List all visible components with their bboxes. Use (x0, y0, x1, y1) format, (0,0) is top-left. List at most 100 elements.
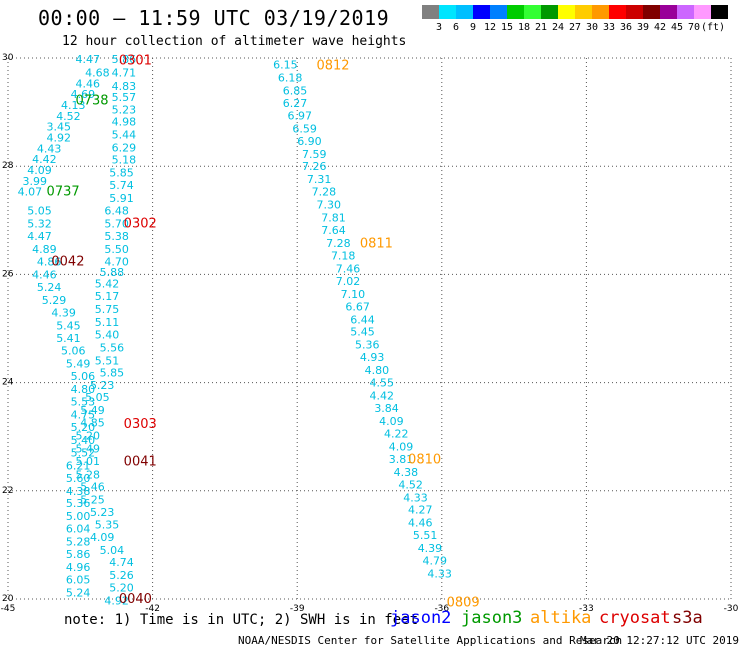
wave-height-value: 7.18 (331, 249, 356, 262)
wave-height-value: 6.48 (104, 205, 128, 218)
wave-height-value: 5.74 (109, 179, 134, 192)
pass-time-label: 0303 (124, 417, 157, 432)
wave-height-value: 5.05 (27, 205, 51, 218)
wave-height-value: 5.49 (75, 443, 100, 456)
wave-height-value: 5.40 (71, 434, 96, 447)
color-swatch (524, 5, 541, 19)
color-swatch (473, 5, 490, 19)
wave-height-value: 6.15 (273, 58, 298, 71)
wave-height-value: 6.44 (350, 313, 375, 326)
pass-time-label: 0738 (75, 94, 108, 109)
wave-height-value: 4.68 (85, 67, 110, 80)
wave-height-value: 4.39 (51, 306, 76, 319)
wave-height-value: 7.64 (321, 224, 346, 237)
color-swatch (541, 5, 558, 19)
wave-height-value: 5.26 (109, 569, 134, 582)
pass-time-label: 0042 (51, 254, 84, 269)
color-scale-label: (ft) (701, 22, 726, 33)
wave-height-value: 6.21 (66, 459, 91, 472)
wave-height-value: 5.44 (112, 128, 137, 141)
y-tick-label: 22 (2, 486, 13, 496)
x-tick-label: -33 (579, 604, 594, 614)
wave-height-value: 4.47 (75, 53, 100, 66)
color-swatch (626, 5, 643, 19)
pass-time-label: 0809 (447, 596, 480, 611)
x-tick-label: -30 (724, 604, 739, 614)
x-tick-label: -45 (1, 604, 16, 614)
wave-height-value: 4.38 (66, 485, 91, 498)
wave-height-value: 5.50 (104, 243, 128, 256)
wave-height-value: 5.17 (95, 290, 120, 303)
wave-height-value: 3.81 (389, 453, 414, 466)
color-scale-label: 9 (469, 22, 477, 33)
wave-height-value: 5.35 (95, 518, 120, 531)
wave-height-value: 4.09 (379, 415, 404, 428)
color-scale-label: 6 (452, 22, 460, 33)
wave-height-value: 3.84 (374, 402, 399, 415)
wave-height-value: 5.49 (80, 404, 105, 417)
wave-height-value: 4.71 (112, 67, 137, 80)
wave-height-value: 4.07 (18, 186, 43, 199)
y-tick-label: 28 (2, 161, 14, 171)
wave-height-value: 4.89 (32, 243, 57, 256)
wave-height-value: 5.45 (56, 319, 80, 332)
wave-height-value: 4.33 (427, 568, 452, 581)
color-scale-label: 18 (517, 22, 531, 33)
wave-height-value: 4.93 (360, 351, 385, 364)
pass-time-label: 0302 (124, 216, 157, 231)
wave-height-value: 4.42 (32, 153, 57, 166)
color-scale-label: 36 (619, 22, 633, 33)
wave-height-value: 5.05 (85, 391, 110, 404)
wave-height-value: 5.23 (90, 379, 115, 392)
wave-height-value: 4.55 (370, 377, 395, 390)
wave-height-value: 7.10 (341, 288, 366, 301)
color-scale-label: 42 (653, 22, 667, 33)
wave-height-value: 5.46 (80, 480, 105, 493)
pass-time-label: 0811 (360, 236, 393, 251)
color-swatch (422, 5, 439, 19)
color-swatch (694, 5, 711, 19)
color-swatch (507, 5, 524, 19)
wave-height-value: 3.99 (22, 175, 47, 188)
wave-height-value: 4.09 (27, 164, 51, 177)
pass-time-label: 0812 (316, 58, 349, 73)
wave-height-value: 5.45 (350, 326, 375, 339)
wave-height-value: 4.22 (384, 427, 409, 440)
wave-height-value: 5.70 (104, 218, 128, 231)
wave-height-value: 5.23 (90, 506, 115, 519)
color-swatch (609, 5, 626, 19)
wave-height-value: 4.96 (66, 561, 91, 574)
wave-height-value: 4.33 (403, 491, 428, 504)
wave-height-value: 6.59 (292, 122, 317, 135)
wave-height-value: 4.85 (80, 417, 105, 430)
wave-height-value: 5.06 (71, 370, 96, 383)
wave-height-value: 6.67 (345, 300, 370, 313)
wave-height-value: 5.24 (66, 587, 91, 600)
wave-height-value: 4.52 (398, 478, 423, 491)
wave-height-value: 4.43 (37, 142, 62, 155)
color-scale-label: 39 (636, 22, 650, 33)
wave-height-value: 6.05 (66, 574, 91, 587)
wave-height-value: 4.46 (32, 268, 57, 281)
wave-height-value: 4.80 (365, 364, 390, 377)
wave-height-value: 7.02 (336, 275, 361, 288)
chart-subtitle: 12 hour collection of altimeter wave hei… (62, 34, 407, 49)
wave-height-value: 5.11 (95, 316, 120, 329)
pass-time-label: 0041 (124, 455, 157, 470)
wave-height-value: 7.28 (312, 186, 337, 199)
wave-height-value: 7.81 (321, 212, 346, 225)
wave-height-value: 5.28 (66, 536, 91, 549)
wave-height-value: 6.85 (283, 84, 308, 97)
color-scale-label: 15 (500, 22, 514, 33)
wave-height-value: 4.47 (27, 230, 51, 243)
wave-height-value: 5.00 (66, 510, 91, 523)
wave-height-value: 4.52 (56, 110, 80, 123)
wave-height-value: 5.85 (100, 366, 125, 379)
wave-height-value: 4.92 (47, 132, 71, 145)
wave-height-value: 4.98 (112, 115, 137, 128)
legend-jason2: jason2 (390, 608, 452, 628)
wave-height-value: 5.53 (71, 396, 96, 409)
wave-height-value: 5.85 (109, 167, 134, 180)
credit-text: NOAA/NESDIS Center for Satellite Applica… (238, 634, 623, 647)
